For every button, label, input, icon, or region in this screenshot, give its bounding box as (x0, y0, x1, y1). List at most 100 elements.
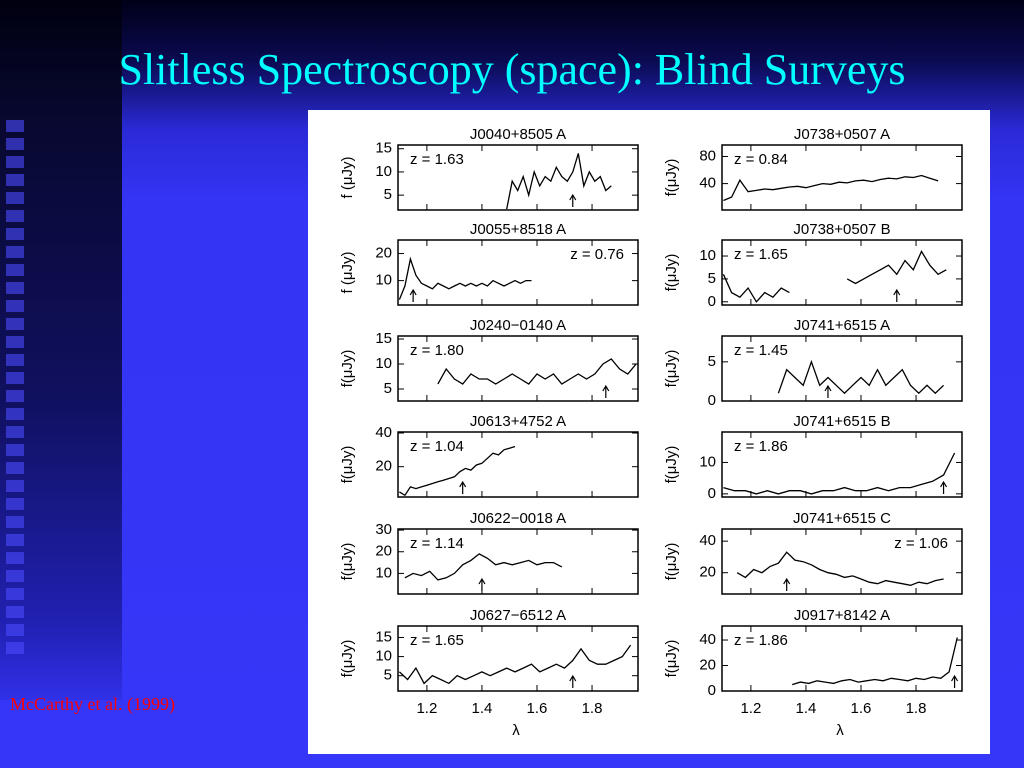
x-axis-label: λ (836, 722, 844, 739)
panel-title: J0741+6515 A (794, 317, 890, 334)
redshift-label: z = 1.80 (410, 342, 464, 359)
y-axis-label: f(μJy) (663, 640, 680, 678)
y-axis-label: f(μJy) (339, 543, 356, 581)
y-tick-label: 5 (384, 380, 392, 397)
panel-title: J0622−0018 A (470, 510, 566, 527)
redshift-label: z = 1.06 (894, 535, 948, 552)
panel-title: J0240−0140 A (470, 317, 566, 334)
y-tick-label: 20 (375, 458, 392, 475)
redshift-label: z = 1.86 (734, 438, 788, 455)
slide-title: Slitless Spectroscopy (space): Blind Sur… (118, 45, 906, 94)
y-axis-label: f(μJy) (663, 254, 680, 292)
line-arrow (940, 480, 948, 494)
panel-frame (397, 431, 639, 498)
panel-frame (721, 431, 963, 498)
y-tick-label: 10 (375, 648, 392, 665)
panel-title: J0917+8142 A (794, 607, 890, 624)
line-arrow (478, 577, 486, 591)
x-tick-label: 1.4 (796, 700, 817, 717)
line-arrow (569, 193, 577, 207)
y-tick-label: 10 (375, 272, 392, 289)
x-tick-label: 1.6 (527, 700, 548, 717)
y-tick-label: 20 (699, 656, 716, 673)
y-tick-label: 40 (699, 532, 716, 549)
y-tick-label: 10 (699, 247, 716, 264)
y-axis-label: f(μJy) (663, 543, 680, 581)
y-tick-label: 0 (708, 682, 716, 699)
y-tick-label: 20 (699, 564, 716, 581)
y-axis-label: f(μJy) (663, 350, 680, 388)
spectrum (723, 452, 956, 495)
y-tick-label: 0 (708, 392, 716, 409)
y-axis-label: f(μJy) (339, 640, 356, 678)
y-tick-label: 5 (384, 667, 392, 684)
y-axis-label: f(μJy) (339, 446, 356, 484)
spectrum (736, 551, 944, 586)
y-tick-label: 10 (375, 564, 392, 581)
x-tick-label: 1.4 (472, 700, 493, 717)
y-axis-label: f(μJy) (663, 159, 680, 197)
y-tick-label: 10 (699, 453, 716, 470)
y-tick-label: 20 (375, 543, 392, 560)
redshift-label: z = 1.45 (734, 342, 788, 359)
panel-frame (721, 144, 963, 211)
x-tick-label: 1.6 (851, 700, 872, 717)
x-axis-label: λ (512, 722, 520, 739)
citation: McCarthy et al. (1999) (10, 694, 175, 714)
y-tick-label: 80 (699, 147, 716, 164)
y-tick-label: 0 (708, 293, 716, 310)
y-tick-label: 20 (375, 245, 392, 262)
x-tick-label: 1.2 (416, 700, 437, 717)
panel-frame (397, 335, 639, 402)
x-tick-label: 1.2 (740, 700, 761, 717)
y-tick-label: 40 (375, 424, 392, 441)
spectrum (399, 445, 516, 497)
redshift-label: z = 1.14 (410, 535, 464, 552)
panel-frame (721, 625, 963, 692)
line-arrow (824, 384, 832, 398)
line-arrow (951, 674, 959, 688)
panel-title: J0613+4752 A (470, 413, 566, 430)
side-strip (0, 0, 122, 700)
redshift-label: z = 1.04 (410, 438, 464, 455)
panel-frame (397, 625, 639, 692)
spectrum (722, 249, 947, 303)
spectrum (792, 637, 958, 686)
panel-frame (397, 528, 639, 595)
spectrum (777, 359, 945, 395)
panel-title: J0040+8505 A (470, 126, 566, 143)
y-tick-label: 5 (708, 270, 716, 287)
spectrum (404, 553, 563, 581)
panel-title: J0627−6512 A (470, 607, 566, 624)
line-arrow (569, 674, 577, 688)
line-arrow (409, 288, 417, 302)
panel-title: J0738+0507 A (794, 126, 890, 143)
panel-title: J0741+6515 B (793, 413, 890, 430)
y-tick-label: 10 (375, 163, 392, 180)
y-tick-label: 15 (375, 140, 392, 157)
x-tick-label: 1.8 (582, 700, 603, 717)
panel-frame (721, 239, 963, 306)
x-tick-label: 1.8 (906, 700, 927, 717)
redshift-label: z = 1.63 (410, 151, 464, 168)
spectrum (398, 256, 532, 300)
y-tick-label: 5 (384, 186, 392, 203)
redshift-label: z = 0.84 (734, 151, 788, 168)
y-tick-label: 15 (375, 628, 392, 645)
redshift-label: z = 1.65 (734, 246, 788, 263)
spectrum (398, 644, 632, 685)
panel-frame (721, 335, 963, 402)
y-tick-label: 30 (375, 521, 392, 538)
panel-frame (397, 239, 639, 306)
y-axis-label: f(μJy) (663, 446, 680, 484)
y-tick-label: 0 (708, 485, 716, 502)
y-axis-label: f (μJy) (339, 252, 356, 294)
y-tick-label: 40 (699, 175, 716, 192)
y-tick-label: 10 (375, 355, 392, 372)
y-tick-label: 40 (699, 631, 716, 648)
panel-frame (721, 528, 963, 595)
y-tick-label: 5 (708, 353, 716, 370)
line-arrow (893, 288, 901, 302)
line-arrow (783, 577, 791, 591)
